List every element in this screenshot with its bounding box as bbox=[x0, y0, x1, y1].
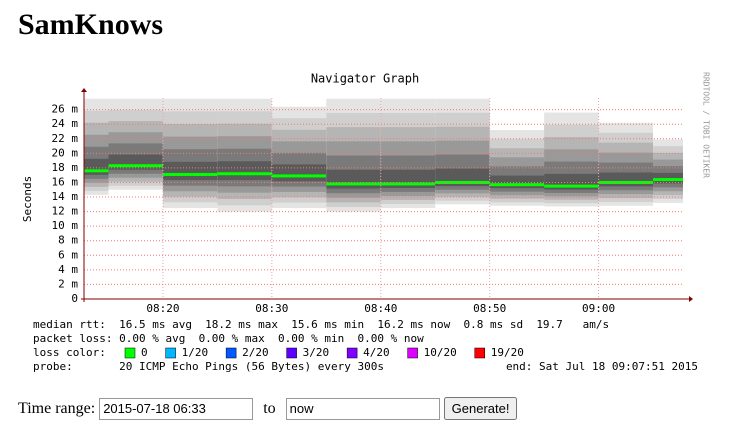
from-input[interactable] bbox=[99, 397, 254, 420]
x-tick-label: 08:20 bbox=[146, 302, 179, 315]
loss-color-text: 0 bbox=[141, 346, 148, 359]
smoke-band bbox=[271, 164, 327, 182]
smoke-band bbox=[217, 161, 272, 181]
loss-color-swatch bbox=[124, 347, 136, 359]
median-line bbox=[162, 172, 218, 176]
loss-color-text: 10/20 bbox=[424, 346, 457, 359]
y-tick-label: 0 bbox=[71, 292, 78, 305]
loss-color-text: 19/20 bbox=[491, 346, 524, 359]
loss-color-swatch bbox=[225, 347, 237, 359]
probe: probe: 20 ICMP Echo Pings (56 Bytes) eve… bbox=[33, 360, 384, 373]
median-line bbox=[271, 174, 327, 178]
y-tick-label: 24 m bbox=[52, 117, 79, 130]
graph: Navigator Graph Seconds RRDTOOL / TOBI O… bbox=[21, 72, 711, 374]
x-tick-label: 08:30 bbox=[255, 302, 288, 315]
y-tick-label: 14 m bbox=[52, 190, 79, 203]
y-tick-label: 18 m bbox=[52, 161, 79, 174]
median-line bbox=[489, 183, 545, 187]
smoke-band bbox=[326, 169, 381, 189]
packet-loss: packet loss: 0.00 % avg 0.00 % max 0.00 … bbox=[33, 332, 424, 345]
time-range-label: Time range: bbox=[18, 399, 96, 417]
median-line bbox=[84, 169, 109, 173]
plot-area bbox=[84, 98, 683, 212]
y-axis-arrow bbox=[81, 88, 87, 92]
y-tick-label: 22 m bbox=[52, 132, 79, 145]
y-tick-label: 10 m bbox=[52, 219, 79, 232]
to-label: to bbox=[263, 399, 276, 417]
y-tick-label: 6 m bbox=[58, 248, 78, 261]
x-tick-label: 09:00 bbox=[582, 302, 615, 315]
time-range-form: Time range: to Generate! bbox=[18, 397, 518, 420]
to-input[interactable] bbox=[285, 397, 440, 420]
loss-color-text: 3/20 bbox=[303, 346, 330, 359]
median-line bbox=[598, 180, 654, 184]
loss-color-swatch bbox=[346, 347, 358, 359]
side-label: RRDTOOL / TOBI OETIKER bbox=[702, 72, 711, 178]
loss-color-swatch bbox=[165, 347, 176, 359]
y-tick-label: 26 m bbox=[52, 103, 79, 116]
smoke-band bbox=[162, 161, 218, 181]
x-axis-arrow bbox=[689, 296, 693, 302]
median-line bbox=[217, 172, 272, 176]
chart-title: Navigator Graph bbox=[311, 72, 419, 86]
y-tick-label: 4 m bbox=[58, 263, 78, 276]
x-tick-label: 08:50 bbox=[473, 302, 506, 315]
loss-color-swatch bbox=[407, 347, 418, 359]
loss-color-label: loss color: bbox=[33, 346, 106, 359]
median-line bbox=[326, 182, 381, 186]
median-rtt: median rtt: 16.5 ms avg 18.2 ms max 15.6… bbox=[33, 318, 609, 331]
loss-color-text: 1/20 bbox=[182, 346, 209, 359]
y-tick-label: 2 m bbox=[58, 277, 78, 290]
median-line bbox=[544, 184, 599, 188]
loss-color-text: 4/20 bbox=[363, 346, 390, 359]
smoke-band bbox=[598, 172, 654, 187]
median-line bbox=[380, 182, 436, 186]
y-tick-label: 12 m bbox=[52, 205, 79, 218]
y-tick-label: 8 m bbox=[58, 234, 78, 247]
loss-color-swatch bbox=[474, 347, 485, 359]
end-time: end: Sat Jul 18 09:07:51 2015 bbox=[506, 360, 698, 373]
site-title: SamKnows bbox=[18, 8, 164, 41]
generate-button[interactable]: Generate! bbox=[443, 397, 518, 420]
x-tick-label: 08:40 bbox=[364, 302, 397, 315]
y-tick-label: 20 m bbox=[52, 146, 79, 159]
median-line bbox=[108, 164, 163, 168]
smoke-band bbox=[489, 175, 545, 189]
loss-color-swatch bbox=[286, 347, 297, 359]
median-line bbox=[653, 178, 683, 182]
y-axis-label: Seconds bbox=[21, 176, 34, 222]
loss-color-text: 2/20 bbox=[242, 346, 269, 359]
y-tick-label: 16 m bbox=[52, 175, 79, 188]
